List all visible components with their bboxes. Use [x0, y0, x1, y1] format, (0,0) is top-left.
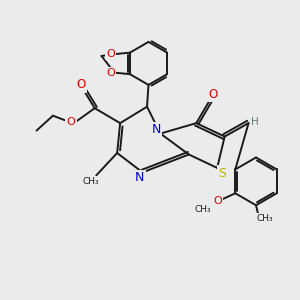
Text: S: S — [219, 167, 226, 180]
Text: O: O — [106, 49, 115, 58]
Text: CH₃: CH₃ — [194, 205, 211, 214]
Text: O: O — [213, 196, 222, 206]
Text: O: O — [67, 117, 75, 127]
Text: CH₃: CH₃ — [82, 178, 99, 187]
Text: N: N — [135, 171, 144, 184]
Text: O: O — [77, 78, 86, 92]
Text: O: O — [106, 68, 115, 78]
Text: N: N — [151, 124, 161, 136]
Text: H: H — [251, 117, 259, 127]
Text: O: O — [208, 88, 217, 101]
Text: CH₃: CH₃ — [256, 214, 273, 223]
